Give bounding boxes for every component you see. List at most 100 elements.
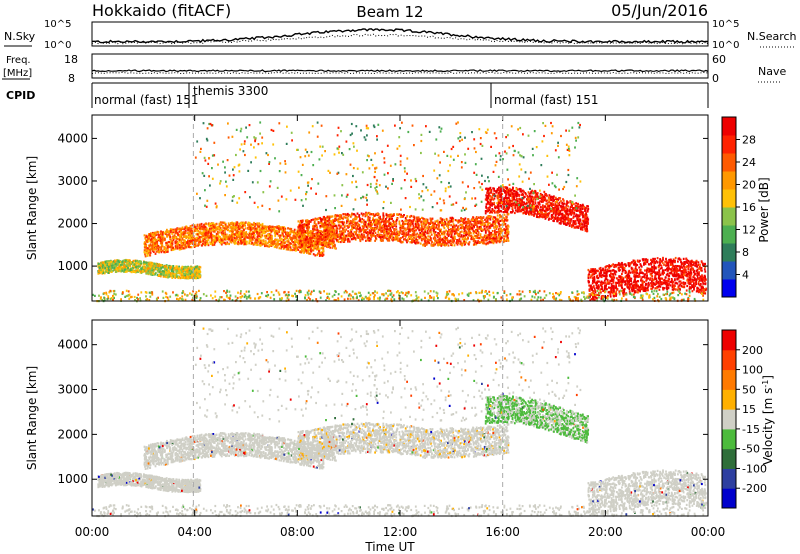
- power-point: [244, 224, 246, 226]
- power-point: [202, 228, 204, 230]
- power-point: [110, 261, 112, 263]
- power-point: [153, 265, 155, 267]
- power-point: [175, 245, 177, 247]
- power-point: [165, 272, 167, 274]
- power-point: [184, 244, 186, 246]
- power-point: [149, 265, 151, 267]
- power-point: [290, 228, 292, 230]
- power-point: [188, 268, 190, 270]
- power-point: [175, 267, 177, 269]
- power-point: [162, 273, 164, 275]
- nsearch-tick-top: 10^5: [712, 19, 739, 30]
- power-point: [140, 261, 142, 263]
- power-point: [160, 238, 162, 240]
- power-point: [283, 235, 285, 237]
- power-point: [178, 276, 180, 278]
- power-point: [102, 269, 104, 271]
- nave-series: [92, 73, 708, 74]
- power-point: [105, 271, 107, 273]
- power-point: [245, 227, 247, 229]
- power-point: [238, 223, 240, 225]
- power-point: [221, 224, 223, 226]
- power-point: [290, 246, 292, 248]
- power-point: [132, 263, 134, 265]
- power-point: [162, 231, 164, 233]
- power-point: [168, 272, 170, 274]
- power-point: [246, 241, 248, 243]
- power-point: [215, 229, 217, 231]
- power-point: [121, 266, 123, 268]
- power-point: [164, 268, 166, 270]
- power-point: [152, 263, 154, 265]
- power-point: [266, 226, 268, 228]
- freq-label-2: [MHz]: [3, 68, 32, 79]
- power-point: [171, 277, 173, 279]
- power-point: [158, 274, 160, 276]
- power-point: [223, 232, 225, 234]
- power-point: [147, 267, 149, 269]
- power-point: [182, 266, 184, 268]
- power-point: [181, 276, 183, 278]
- power-point: [199, 236, 201, 238]
- power-point: [226, 236, 228, 238]
- power-point: [144, 261, 146, 263]
- power-point: [149, 269, 151, 271]
- power-point: [155, 253, 157, 255]
- power-point: [268, 230, 270, 232]
- power-point: [220, 227, 222, 229]
- power-point: [106, 263, 108, 265]
- power-point: [163, 246, 165, 248]
- power-point: [178, 241, 180, 243]
- power-point: [230, 226, 232, 228]
- power-point: [235, 242, 237, 244]
- beam-title: Beam 12: [356, 3, 423, 21]
- nsky-tick-top: 10^5: [44, 19, 71, 30]
- power-point: [203, 230, 205, 232]
- power-point: [294, 229, 296, 231]
- power-point: [107, 260, 109, 262]
- power-point: [308, 248, 310, 250]
- power-point: [138, 263, 140, 265]
- power-point: [151, 268, 153, 270]
- power-point: [136, 262, 138, 264]
- power-point: [224, 222, 226, 224]
- power-point: [115, 263, 117, 265]
- power-point: [173, 271, 175, 273]
- power-point: [156, 268, 158, 270]
- power-point: [128, 263, 130, 265]
- power-point: [159, 264, 161, 266]
- power-point: [108, 269, 110, 271]
- power-point: [218, 227, 220, 229]
- power-point: [243, 229, 245, 231]
- cpid-segment-2: themis 3300: [193, 84, 268, 98]
- power-point: [282, 227, 284, 229]
- power-point: [160, 242, 162, 244]
- power-point: [107, 272, 109, 274]
- power-point: [131, 271, 133, 273]
- power-point: [100, 271, 102, 273]
- power-point: [113, 267, 115, 269]
- power-point: [114, 260, 116, 262]
- power-point: [112, 267, 114, 269]
- power-point: [122, 263, 124, 265]
- power-point: [254, 224, 256, 226]
- power-point: [163, 270, 165, 272]
- power-point: [220, 229, 222, 231]
- power-point: [135, 266, 137, 268]
- power-point: [185, 277, 187, 279]
- power-point: [290, 249, 292, 251]
- power-point: [168, 270, 170, 272]
- power-point: [261, 240, 263, 242]
- power-point: [98, 263, 100, 265]
- power-point: [127, 264, 129, 266]
- cpid-label: CPID: [6, 89, 35, 102]
- power-point: [145, 249, 147, 251]
- power-point: [119, 268, 121, 270]
- power-point: [307, 250, 309, 252]
- power-point: [260, 245, 262, 247]
- nsearch-tick-bottom: 10^0: [712, 40, 739, 51]
- nsky-series: [92, 29, 708, 43]
- power-point: [292, 249, 294, 251]
- power-point: [267, 238, 269, 240]
- power-point: [256, 242, 258, 244]
